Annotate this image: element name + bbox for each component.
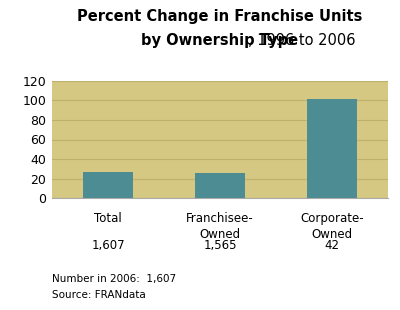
Text: 42: 42 [324,239,340,252]
Text: Number in 2006:  1,607: Number in 2006: 1,607 [52,274,176,284]
Text: Corporate-
Owned: Corporate- Owned [300,212,364,241]
Text: Percent Change in Franchise Units: Percent Change in Franchise Units [77,9,363,24]
Bar [83,172,133,198]
Text: Total: Total [94,212,122,225]
Text: Franchisee-
Owned: Franchisee- Owned [186,212,254,241]
Bar [307,99,357,198]
Text: Source: FRANdata: Source: FRANdata [52,290,146,300]
Text: 1,565: 1,565 [203,239,237,252]
Text: 1,607: 1,607 [91,239,125,252]
Bar [195,173,245,198]
Text: by Ownership Type: by Ownership Type [142,33,298,47]
Text: , 1996 to 2006: , 1996 to 2006 [248,33,356,47]
